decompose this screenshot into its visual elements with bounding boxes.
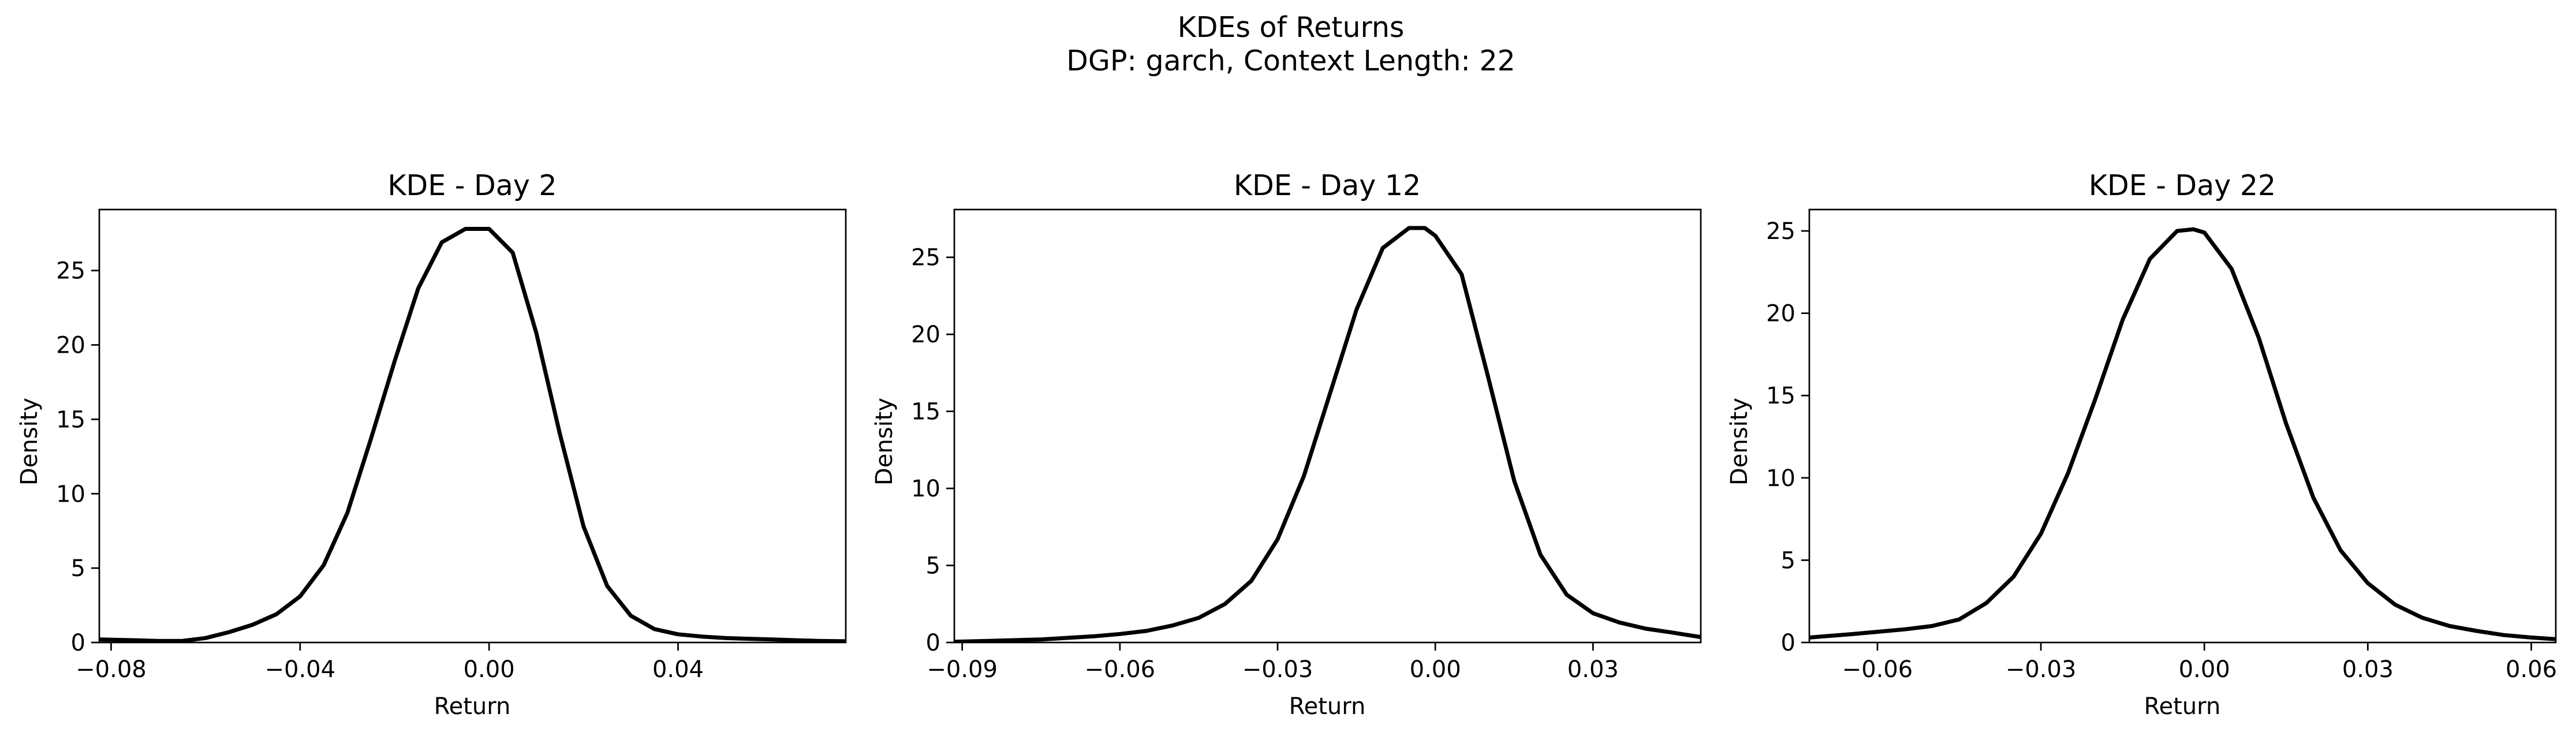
kde-series-line	[1809, 227, 2556, 641]
x-tick-label: 0.00	[2179, 656, 2230, 683]
x-tick-label: −0.09	[927, 656, 998, 683]
x-tick-label: −0.04	[265, 656, 336, 683]
y-axis-label: Density	[16, 398, 43, 485]
plot-area: −0.06 −0.03 0.00 0.03 0.06 0 5 10 15 20 25	[1766, 208, 2557, 683]
y-tick-label: 10	[911, 476, 940, 502]
y-tick-label: 0	[1781, 630, 1795, 656]
axes-frame	[98, 208, 847, 644]
y-tick-label: 10	[1766, 465, 1795, 492]
x-tick-label: 0.03	[2342, 656, 2394, 683]
y-tick-label: 25	[56, 258, 85, 285]
x-tick-label: −0.03	[2006, 656, 2077, 683]
x-tick-label: 0.00	[464, 656, 515, 683]
y-tick-label: 5	[1781, 547, 1795, 574]
y-tick-label: 25	[1766, 218, 1795, 245]
panel-day-12: KDE - Day 12 −0.09 −0.06 −0.03 0.00 0.03 0 5 10…	[871, 169, 1702, 720]
panel-day-22: KDE - Day 22 −0.06 −0.03 0.00 0.03 0.06 0 5 10 1…	[1726, 169, 2557, 720]
y-tick-label: 0	[926, 630, 940, 656]
x-tick-label: −0.06	[1842, 656, 1913, 683]
y-tick-label: 25	[911, 245, 940, 271]
x-axis-label: Return	[434, 693, 511, 720]
y-axis-label: Density	[1726, 398, 1753, 485]
x-tick-label: 0.03	[1567, 656, 1619, 683]
x-axis-label: Return	[2144, 693, 2221, 720]
panel-title: KDE - Day 12	[1234, 169, 1421, 202]
panel-title: KDE - Day 22	[2089, 169, 2276, 202]
kde-series-line	[99, 227, 846, 642]
figure-title-line1: KDEs of Returns	[1178, 11, 1405, 44]
x-tick-label: −0.08	[76, 656, 147, 683]
axes-frame	[953, 208, 1702, 644]
y-tick-label: 15	[56, 406, 85, 433]
y-tick-label: 15	[911, 399, 940, 425]
x-tick-label: −0.06	[1085, 656, 1156, 683]
y-tick-label: 20	[911, 322, 940, 348]
x-tick-label: 0.04	[652, 656, 704, 683]
x-tick-label: 0.06	[2506, 656, 2557, 683]
y-tick-label: 5	[71, 555, 85, 582]
x-axis-label: Return	[1289, 693, 1366, 720]
y-tick-label: 0	[71, 630, 85, 656]
y-axis-label: Density	[871, 398, 898, 485]
panel-day-2: KDE - Day 2 −0.08 −0.04 0.00 0.04 0 5 10 15 20 25…	[16, 169, 847, 720]
y-tick-label: 15	[1766, 383, 1795, 409]
y-tick-label: 5	[926, 553, 940, 580]
y-tick-label: 10	[56, 481, 85, 507]
x-tick-label: 0.00	[1410, 656, 1461, 683]
axes-frame	[1808, 208, 2557, 644]
x-tick-label: −0.03	[1242, 656, 1313, 683]
plot-area: −0.08 −0.04 0.00 0.04 0 5 10 15 20 25	[56, 208, 847, 683]
y-tick-label: 20	[56, 332, 85, 359]
y-tick-label: 20	[1766, 301, 1795, 327]
kde-series-line	[954, 226, 1701, 642]
plot-area: −0.09 −0.06 −0.03 0.00 0.03 0 5 10 15 20 25	[911, 208, 1702, 683]
figure-title-line2: DGP: garch, Context Length: 22	[1066, 44, 1515, 77]
panel-title: KDE - Day 2	[387, 169, 557, 202]
